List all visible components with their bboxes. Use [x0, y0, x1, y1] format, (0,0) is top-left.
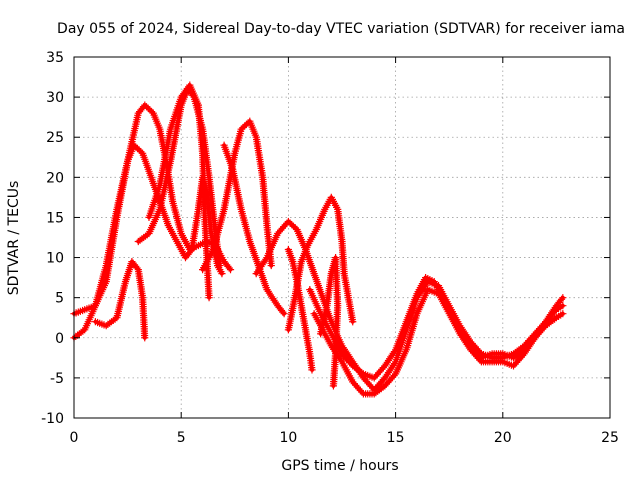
data-point — [205, 294, 213, 302]
data-point — [216, 261, 224, 270]
y-tick-label: 0 — [55, 331, 64, 347]
data-point — [226, 265, 235, 274]
series-track-5 — [145, 81, 213, 302]
series-track-3 — [91, 258, 149, 342]
data-point — [349, 318, 357, 326]
y-tick-label: 20 — [46, 170, 64, 186]
x-tick-label: 10 — [279, 430, 297, 446]
series-track-10 — [284, 245, 316, 374]
data-point — [280, 310, 288, 318]
series-track-13 — [306, 274, 567, 382]
data-point — [141, 334, 149, 342]
chart-title: Day 055 of 2024, Sidereal Day-to-day VTE… — [57, 21, 625, 37]
series-track-7 — [220, 141, 288, 318]
grid-layer — [74, 57, 610, 418]
y-tick-label: 5 — [55, 291, 64, 307]
data-point — [308, 366, 316, 374]
x-tick-label: 0 — [70, 430, 79, 446]
data-point — [267, 261, 275, 270]
y-tick-label: 25 — [46, 130, 64, 146]
y-tick-label: 15 — [46, 210, 64, 226]
data-point — [559, 302, 567, 310]
plot-frame — [73, 56, 611, 419]
y-axis-label: SDTVAR / TECUs — [6, 181, 22, 296]
tick-layer: 0 5 10 15 20 25 -10 -5 0 5 10 15 20 25 30 35 — [41, 50, 619, 446]
data-point — [559, 310, 567, 318]
series-track-6 — [199, 117, 275, 274]
data-point — [559, 294, 567, 302]
x-tick-label: 5 — [177, 430, 186, 446]
y-tick-label: -10 — [41, 411, 64, 427]
y-tick-label: 10 — [46, 251, 64, 267]
y-tick-label: 30 — [46, 90, 64, 106]
y-tick-label: 35 — [46, 50, 64, 66]
x-axis-label: GPS time / hours — [281, 458, 398, 474]
x-tick-label: 15 — [387, 430, 405, 446]
series-layer — [70, 81, 567, 398]
data-point — [218, 270, 226, 278]
x-tick-label: 25 — [601, 430, 619, 446]
x-tick-label: 20 — [494, 430, 512, 446]
y-tick-label: -5 — [50, 371, 64, 387]
data-point — [329, 382, 338, 390]
